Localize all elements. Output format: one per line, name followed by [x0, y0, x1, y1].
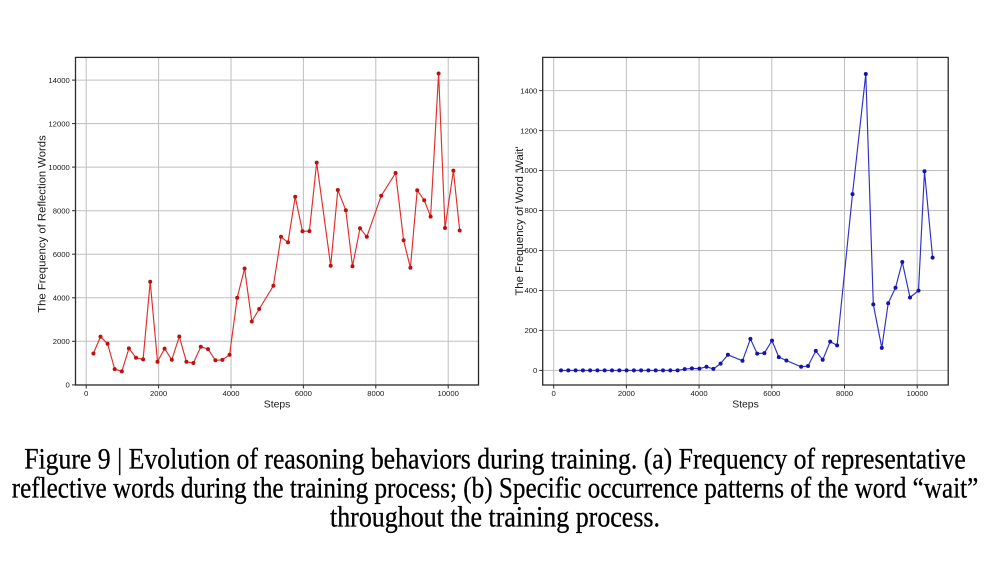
svg-text:2000: 2000	[150, 389, 167, 398]
svg-text:6000: 6000	[763, 389, 780, 398]
svg-text:1200: 1200	[520, 126, 537, 135]
svg-text:The Frequency of Reflection Wo: The Frequency of Reflection Words	[37, 135, 49, 313]
svg-text:600: 600	[524, 246, 537, 255]
svg-text:4000: 4000	[53, 294, 70, 303]
svg-text:800: 800	[524, 206, 537, 215]
svg-text:6000: 6000	[295, 389, 312, 398]
svg-text:10000: 10000	[48, 163, 69, 172]
svg-text:4000: 4000	[222, 389, 239, 398]
svg-text:8000: 8000	[53, 206, 70, 215]
svg-text:400: 400	[524, 286, 537, 295]
svg-text:throughout the training proces: throughout the training process.	[330, 500, 660, 533]
svg-text:6000: 6000	[53, 250, 70, 259]
svg-text:4000: 4000	[691, 389, 708, 398]
svg-text:1400: 1400	[520, 86, 537, 95]
svg-text:1000: 1000	[520, 166, 537, 175]
svg-text:2000: 2000	[618, 389, 635, 398]
svg-text:8000: 8000	[367, 389, 384, 398]
svg-text:Steps: Steps	[264, 400, 291, 411]
svg-text:2000: 2000	[53, 337, 70, 346]
svg-text:The Frequency of Word 'Wait': The Frequency of Word 'Wait'	[514, 146, 526, 295]
svg-text:0: 0	[66, 381, 70, 390]
svg-text:14000: 14000	[48, 76, 69, 85]
svg-text:10000: 10000	[438, 389, 459, 398]
svg-text:reflective words during the tr: reflective words during the training pro…	[12, 472, 979, 505]
svg-text:Figure 9 | Evolution of reason: Figure 9 | Evolution of reasoning behavi…	[24, 443, 966, 476]
svg-text:12000: 12000	[48, 119, 69, 128]
svg-text:10000: 10000	[907, 389, 928, 398]
svg-text:Steps: Steps	[732, 400, 759, 411]
svg-text:0: 0	[84, 389, 88, 398]
svg-text:200: 200	[524, 326, 537, 335]
svg-text:0: 0	[552, 389, 556, 398]
svg-text:8000: 8000	[836, 389, 853, 398]
svg-text:0: 0	[533, 366, 537, 375]
